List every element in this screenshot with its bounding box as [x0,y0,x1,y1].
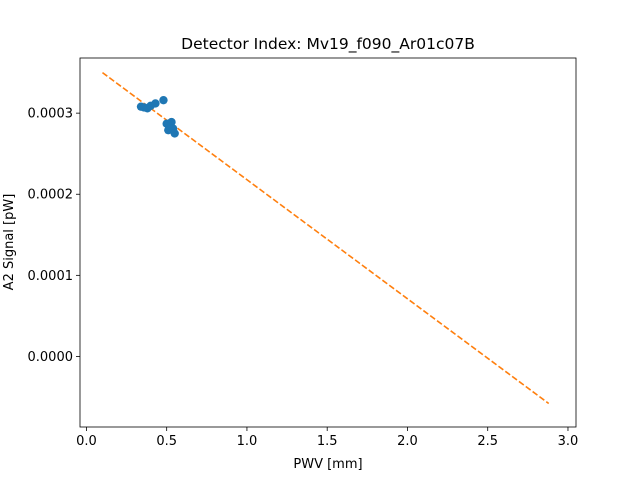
data-point [170,129,179,138]
x-tick-label: 2.5 [477,434,498,449]
chart-title: Detector Index: Mv19_f090_Ar01c07B [181,35,475,54]
x-tick-label: 1.5 [317,434,338,449]
x-tick-label: 1.0 [237,434,258,449]
fit-line [101,71,550,405]
y-axis-label: A2 Signal [pW] [2,194,17,291]
y-tick-label: 0.0000 [28,350,74,365]
data-point [151,99,160,108]
data-point [159,95,168,105]
y-tick-label: 0.0003 [28,107,74,122]
plot-frame [79,57,577,428]
x-tick-label: 3.0 [558,434,579,449]
x-tick-label: 2.0 [397,434,418,449]
data-point [167,117,176,127]
x-tick-label: 0.5 [156,434,177,449]
y-tick-label: 0.0002 [28,188,74,203]
y-tick-label: 0.0001 [28,269,74,284]
x-tick-label: 0.0 [76,434,97,449]
x-axis-label: PWV [mm] [293,457,362,472]
